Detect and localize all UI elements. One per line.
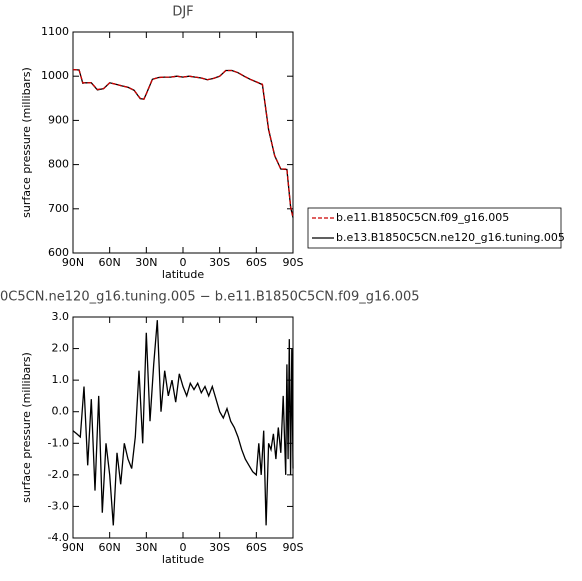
y-tick-label: 1.0 [52,373,70,386]
y-tick-label: 2.0 [52,342,70,355]
data-line [72,320,294,526]
y-tick-label: 1100 [41,25,69,38]
x-axis-label: latitude [162,553,204,566]
x-tick-label: 90S [283,541,304,554]
x-axis-label: latitude [162,268,204,281]
data-line [72,68,294,218]
x-tick-label: 0 [180,256,187,269]
chart-title: DJF [172,5,193,20]
x-tick-label: 30S [209,256,230,269]
chart-title: 0C5CN.ne120_g16.tuning.005 − b.e11.B1850… [0,290,420,305]
y-tick-label: -2.0 [48,468,69,481]
y-tick-label: 900 [48,113,69,126]
plot-frame [72,31,294,254]
y-tick-label: 700 [48,202,69,215]
x-tick-label: 30N [135,541,157,554]
y-axis-label: surface pressure (millibars) [20,67,33,218]
legend-frame [307,207,562,249]
x-tick-label: 90S [283,256,304,269]
data-line [72,68,294,218]
y-tick-label: 1000 [41,69,69,82]
x-tick-label: 60S [246,541,267,554]
x-tick-label: 60S [246,256,267,269]
y-tick-label: 3.0 [52,310,70,323]
legend-label: b.e13.B1850C5CN.ne120_g16.tuning.005 [336,231,565,244]
y-tick-label: 0.0 [52,405,70,418]
x-tick-label: 90N [62,256,84,269]
y-tick-label: -1.0 [48,436,69,449]
y-tick-label: 600 [48,246,69,259]
y-axis-label: surface pressure (millibars) [20,352,33,503]
x-tick-label: 30N [135,256,157,269]
x-tick-label: 60N [99,256,121,269]
legend-label: b.e11.B1850C5CN.f09_g16.005 [336,211,509,224]
x-tick-label: 0 [180,541,187,554]
y-tick-label: 800 [48,158,69,171]
x-tick-label: 30S [209,541,230,554]
y-tick-label: -3.0 [48,499,69,512]
x-tick-label: 60N [99,541,121,554]
y-tick-label: -4.0 [48,531,69,544]
x-tick-label: 90N [62,541,84,554]
plot-frame [72,316,294,539]
